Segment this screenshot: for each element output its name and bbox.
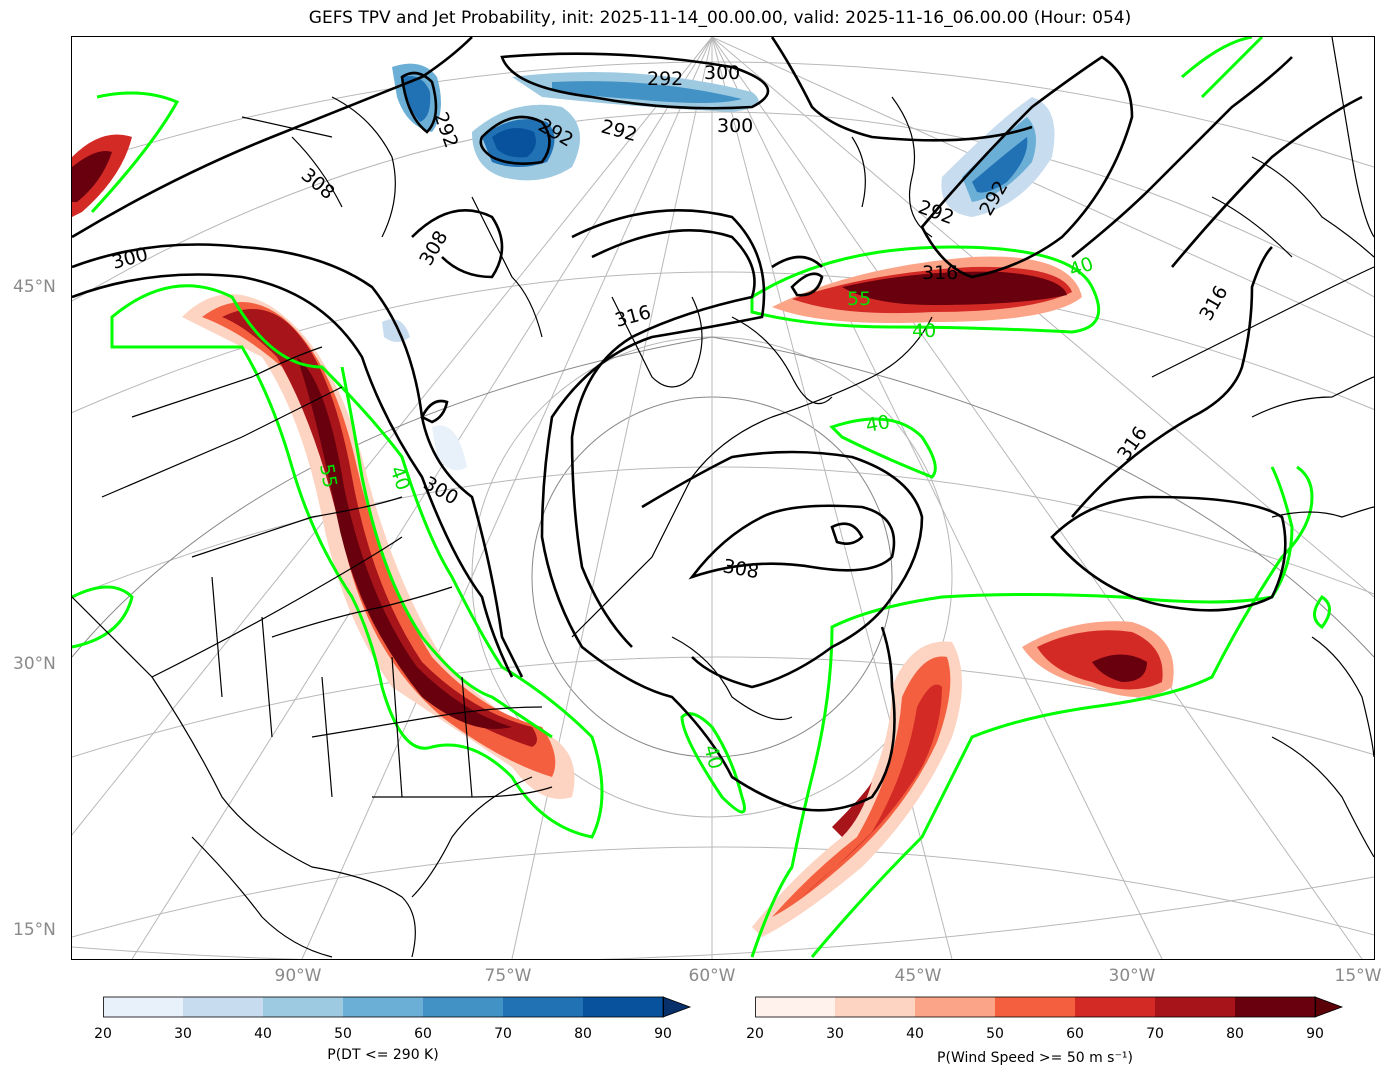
colorbar-jet-tick: 60 <box>1066 1026 1084 1042</box>
colorbar-tpv-label: P(DT <= 290 K) <box>327 1047 439 1063</box>
colorbar-jet-cell <box>835 997 915 1017</box>
lon-label: 75°W <box>484 966 532 986</box>
lat-label: 30°N <box>13 654 56 674</box>
colorbar-tpv-tick: 60 <box>414 1026 432 1042</box>
theta-label: 300 <box>704 62 740 84</box>
chart-title: GEFS TPV and Jet Probability, init: 2025… <box>308 8 1132 28</box>
colorbar-jet-cell <box>1075 997 1155 1017</box>
theta-label: 316 <box>1113 423 1152 465</box>
jet-label: 40 <box>385 463 414 493</box>
theta-label: 292 <box>647 68 683 90</box>
lon-label: 60°W <box>688 966 736 986</box>
colorbar-tpv-tick: 30 <box>174 1026 192 1042</box>
theta-label: 308 <box>297 164 339 204</box>
colorbar-jet <box>755 996 1355 1056</box>
jet-labels: 55 55 40 40 40 40 40 <box>315 253 1096 772</box>
colorbar-tpv-cell <box>183 997 263 1017</box>
colorbar-jet-cell <box>1235 997 1315 1017</box>
lon-label: 90°W <box>274 966 322 986</box>
jet-probability-fill <box>72 134 1174 937</box>
colorbar-jet-tick: 40 <box>906 1026 924 1042</box>
colorbar-tpv-tick: 20 <box>94 1026 112 1042</box>
theta-label: 300 <box>110 243 151 274</box>
colorbar-tpv-extend <box>662 996 692 1018</box>
colorbar-tpv <box>103 996 703 1056</box>
theta-label: 316 <box>613 301 654 332</box>
colorbar-jet-cell <box>915 997 995 1017</box>
theta-label: 300 <box>420 472 462 509</box>
colorbar-jet-cell <box>995 997 1075 1017</box>
colorbar-tpv-cell <box>583 997 663 1017</box>
colorbar-tpv-tick: 90 <box>654 1026 672 1042</box>
colorbar-tpv-tick: 80 <box>574 1026 592 1042</box>
jet-contours <box>72 37 1331 958</box>
colorbar-jet-tick: 50 <box>986 1026 1004 1042</box>
theta-label: 316 <box>1195 282 1232 324</box>
tpv-probability-fill <box>382 63 1055 471</box>
colorbar-jet-tick: 90 <box>1306 1026 1324 1042</box>
jet-label: 55 <box>847 288 871 310</box>
theta-label: 316 <box>922 262 958 284</box>
colorbar-tpv-tick: 40 <box>254 1026 272 1042</box>
lon-label: 15°W <box>1334 966 1382 986</box>
jet-west-edge <box>72 134 132 217</box>
colorbar-tpv-tick: 70 <box>494 1026 512 1042</box>
colorbar-tpv-cell <box>103 997 183 1017</box>
lat-label: 15°N <box>13 920 56 940</box>
colorbar-jet-label: P(Wind Speed >= 50 m s⁻¹) <box>937 1050 1133 1066</box>
lat-label: 45°N <box>13 277 56 297</box>
colorbar-jet-cell <box>1155 997 1235 1017</box>
theta-label: 292 <box>429 109 462 151</box>
colorbar-tpv-cell <box>503 997 583 1017</box>
jet-label: 55 <box>315 462 341 490</box>
map-panel: 292 292 292 292 292 292 300 300 300 300 … <box>71 36 1375 960</box>
jet-label: 40 <box>912 320 936 342</box>
colorbar-tpv-cell <box>343 997 423 1017</box>
colorbar-tpv-tick: 50 <box>334 1026 352 1042</box>
colorbar-jet-tick: 20 <box>746 1026 764 1042</box>
jet-label: 40 <box>864 411 892 437</box>
colorbar-jet-extend <box>1314 996 1344 1018</box>
colorbar-tpv-cell <box>263 997 343 1017</box>
tpv-blob-small <box>382 319 410 342</box>
colorbar-tpv-cell <box>423 997 503 1017</box>
colorbar-jet-tick: 80 <box>1226 1026 1244 1042</box>
theta-label: 308 <box>721 555 761 583</box>
lon-label: 45°W <box>894 966 942 986</box>
lon-label: 30°W <box>1108 966 1156 986</box>
colorbar-jet-tick: 70 <box>1146 1026 1164 1042</box>
theta-label: 300 <box>717 115 753 137</box>
colorbar-jet-cell <box>755 997 835 1017</box>
colorbar-jet-tick: 30 <box>826 1026 844 1042</box>
theta-label: 292 <box>599 116 640 147</box>
coastlines <box>72 37 1374 958</box>
